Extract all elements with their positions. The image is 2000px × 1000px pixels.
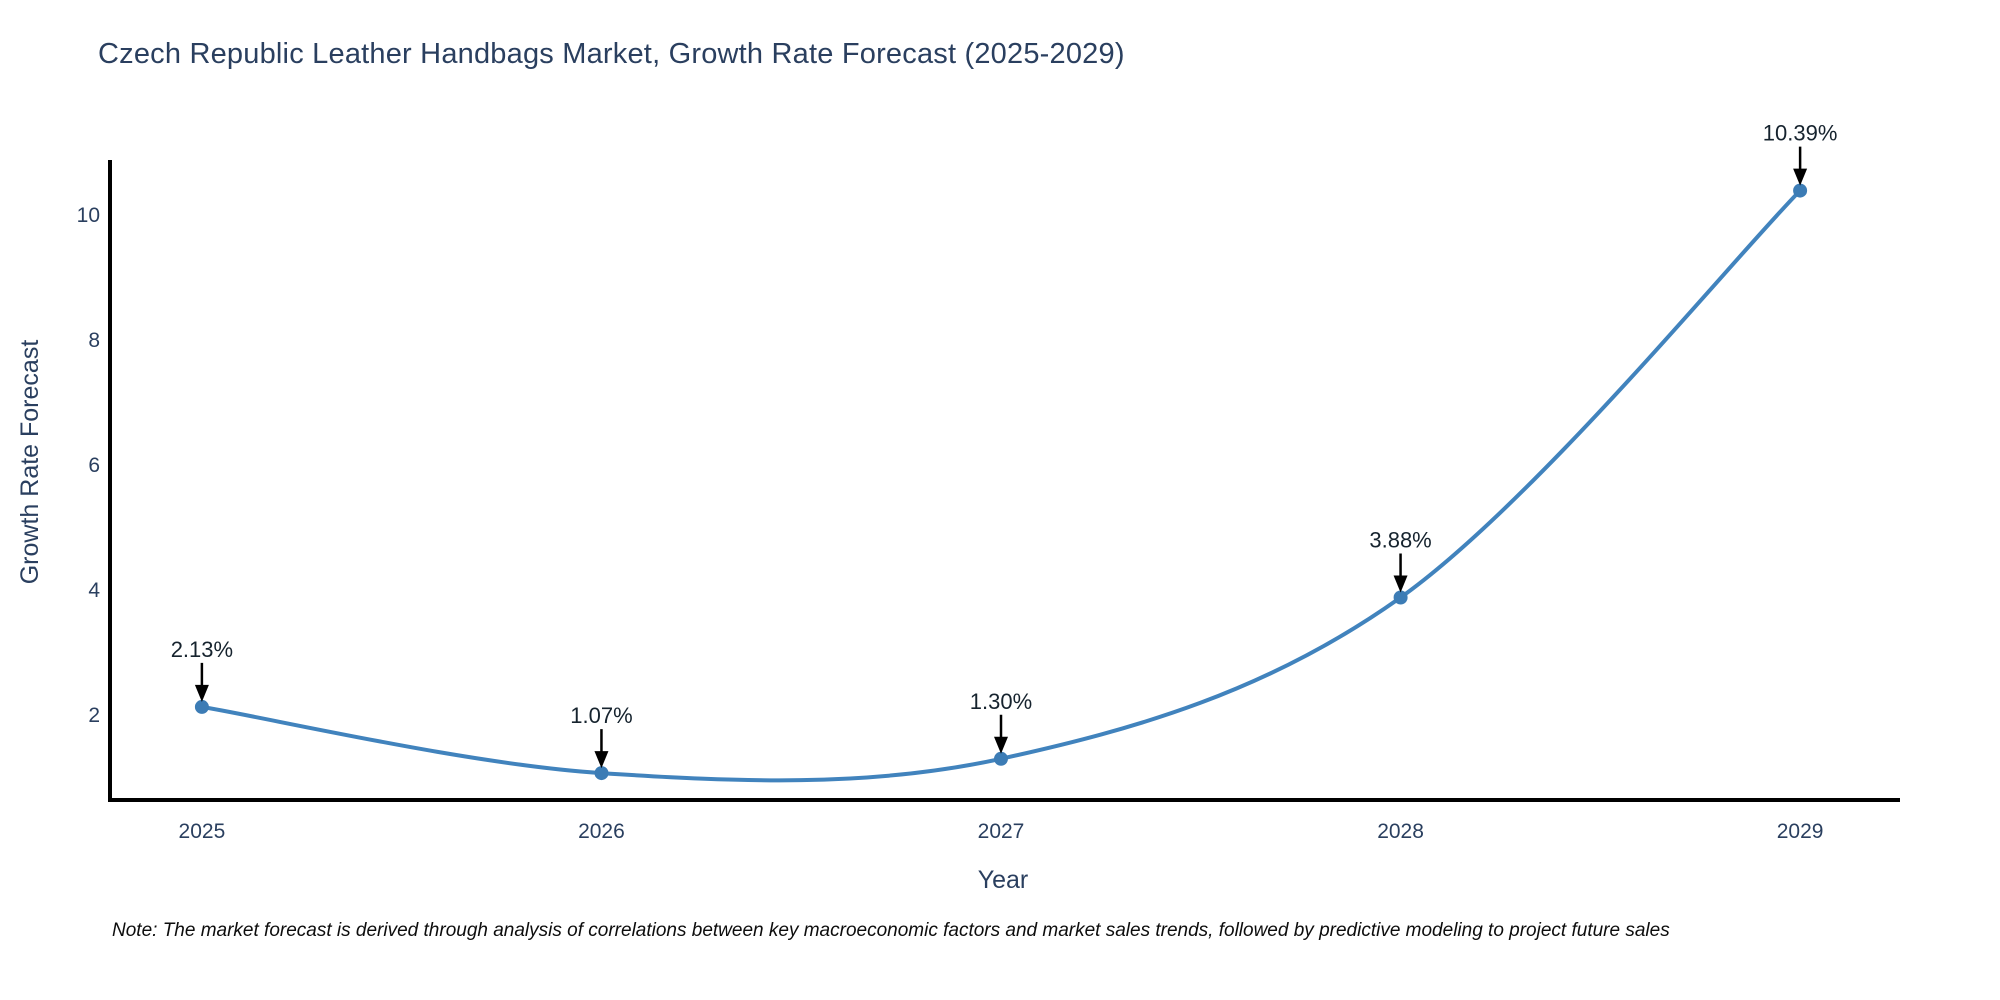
x-tick-label: 2027 <box>978 820 1025 843</box>
series-line <box>199 188 1803 783</box>
x-tick-label: 2028 <box>1377 820 1424 843</box>
y-tick-label: 10 <box>77 204 100 227</box>
point-annotation-label: 1.30% <box>970 689 1032 714</box>
annotation-arrowhead-icon <box>994 736 1009 754</box>
data-point-marker <box>594 766 609 781</box>
data-point-marker <box>194 699 209 714</box>
axis-lines <box>108 160 1900 802</box>
y-tick-label: 8 <box>88 329 100 352</box>
y-axis-title: Growth Rate Forecast <box>16 340 44 585</box>
annotation-arrowhead-icon <box>194 684 209 702</box>
annotation-arrowhead-icon <box>1793 168 1808 186</box>
y-tick-label: 2 <box>88 704 100 727</box>
x-tick-label: 2029 <box>1777 820 1824 843</box>
point-annotation-label: 1.07% <box>570 703 632 728</box>
x-tick-labels: 2025 2026 2027 2028 2029 <box>179 820 1824 843</box>
y-tick-label: 4 <box>88 579 100 602</box>
x-tick-label: 2025 <box>179 820 226 843</box>
y-tick-label: 6 <box>88 454 100 477</box>
point-annotation-label: 2.13% <box>171 637 233 662</box>
annotation-arrowhead-icon <box>1393 575 1408 593</box>
chart-title: Czech Republic Leather Handbags Market, … <box>98 38 1125 70</box>
data-point-marker <box>1393 590 1408 605</box>
data-point-marker <box>1793 183 1808 198</box>
y-tick-labels: 2 4 6 8 10 <box>77 204 101 727</box>
data-point-marker <box>994 751 1008 766</box>
x-axis-title: Year <box>978 866 1029 894</box>
series-layer <box>194 183 1808 783</box>
x-tick-label: 2026 <box>578 820 625 843</box>
annotation-layer: 2.13% 1.07% 1.30% 3.88% 10.39% <box>171 121 1838 769</box>
annotation-arrowhead-icon <box>594 751 609 769</box>
note-text: Note: The market forecast is derived thr… <box>112 920 1670 941</box>
point-annotation-label: 3.88% <box>1369 528 1431 553</box>
point-annotation-label: 10.39% <box>1763 121 1838 146</box>
